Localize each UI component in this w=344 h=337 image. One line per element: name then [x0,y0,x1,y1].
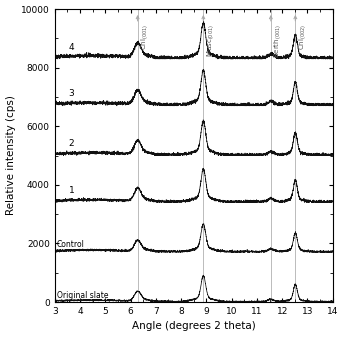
X-axis label: Angle (degrees 2 theta): Angle (degrees 2 theta) [132,321,256,332]
Text: 2: 2 [68,139,74,148]
Text: Original slate: Original slate [57,291,108,300]
Text: 1: 1 [68,186,74,195]
Text: Control: Control [57,240,85,249]
Text: 3: 3 [68,89,74,98]
Text: Chl$_{(002)}$: Chl$_{(002)}$ [297,24,308,50]
Text: Berth$_{(001)}$: Berth$_{(001)}$ [272,24,283,58]
Y-axis label: Relative intensity (cps): Relative intensity (cps) [6,96,15,215]
Text: Musc$_{(001)}$: Musc$_{(001)}$ [205,24,216,57]
Text: Chl$_{(001)}$: Chl$_{(001)}$ [139,24,150,50]
Text: 4: 4 [68,42,74,52]
